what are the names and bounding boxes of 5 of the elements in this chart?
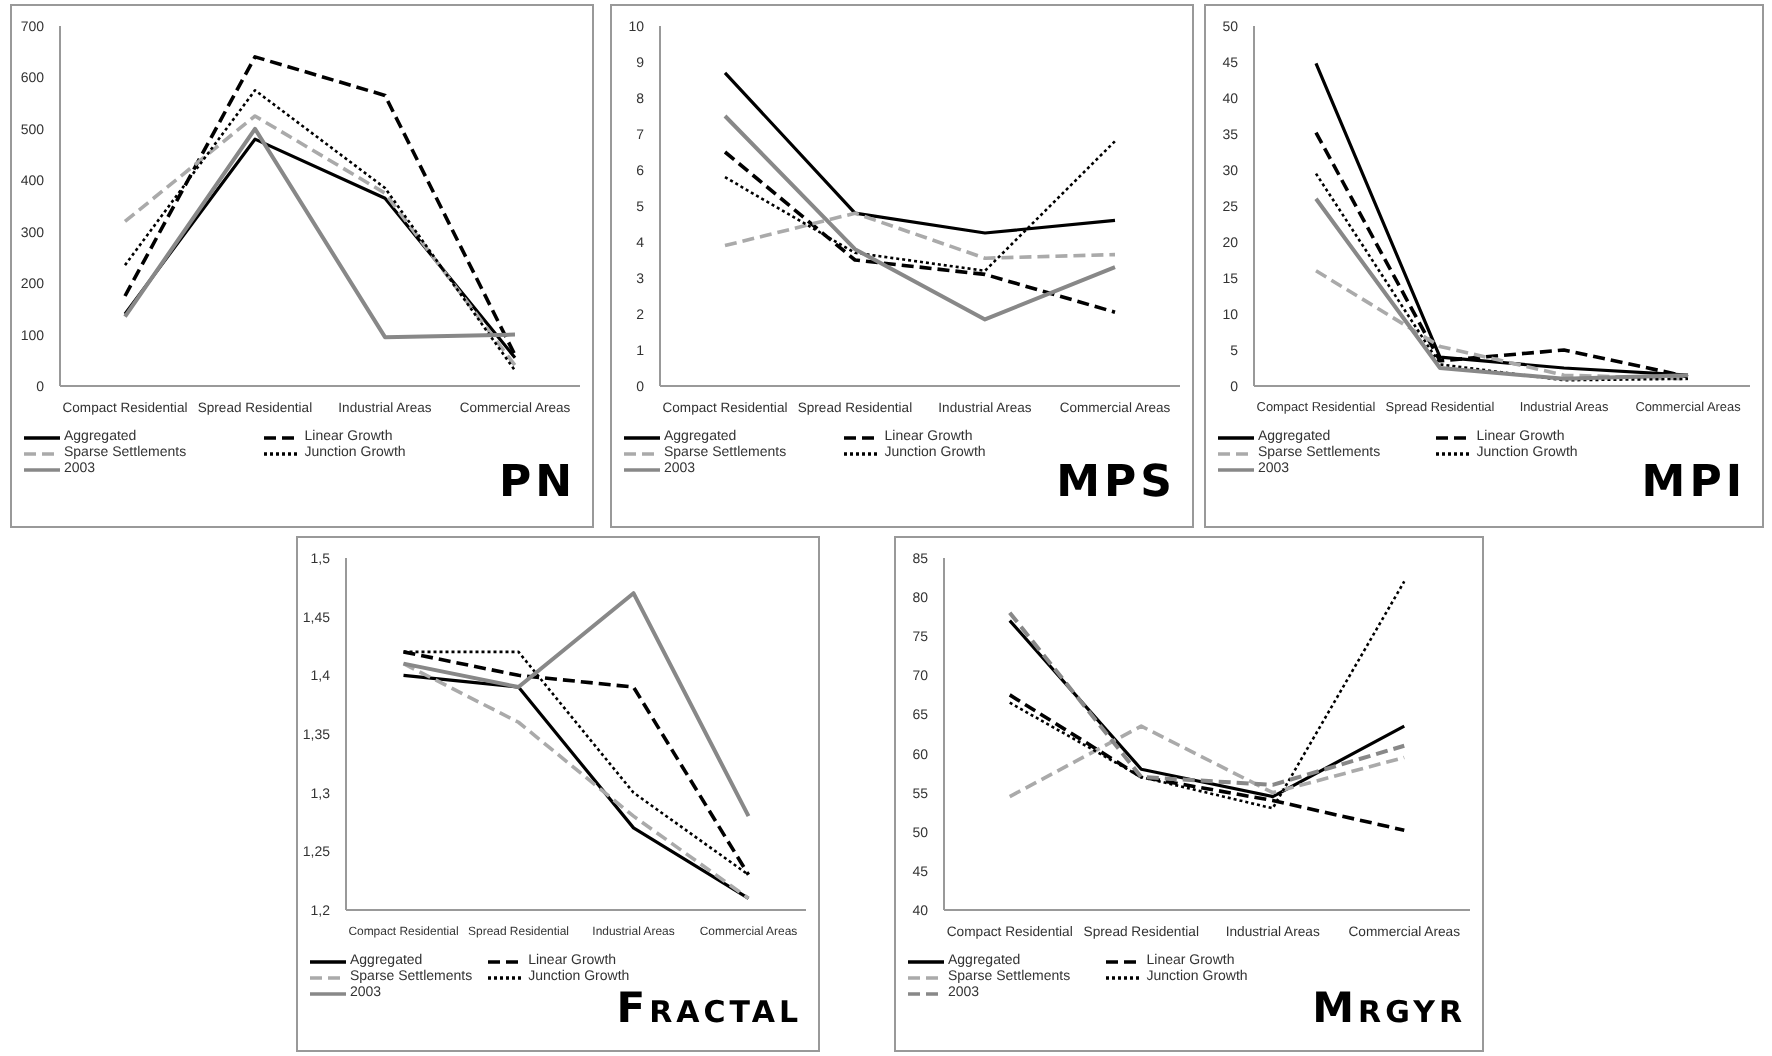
text: MPI: [1641, 458, 1746, 508]
text: PN: [498, 458, 576, 508]
text: Fractal: [616, 984, 802, 1032]
text: MPS: [1056, 458, 1176, 508]
text: Mrgyr: [1312, 984, 1466, 1032]
